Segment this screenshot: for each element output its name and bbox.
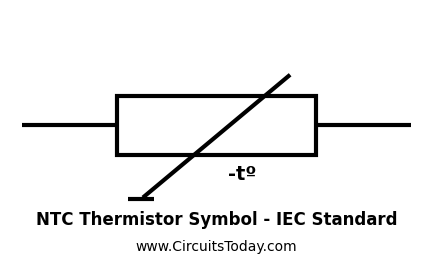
Bar: [117, 96, 316, 155]
Text: www.CircuitsToday.com: www.CircuitsToday.com: [136, 240, 297, 254]
Text: -tº: -tº: [228, 165, 257, 184]
Text: NTC Thermistor Symbol - IEC Standard: NTC Thermistor Symbol - IEC Standard: [36, 211, 397, 229]
